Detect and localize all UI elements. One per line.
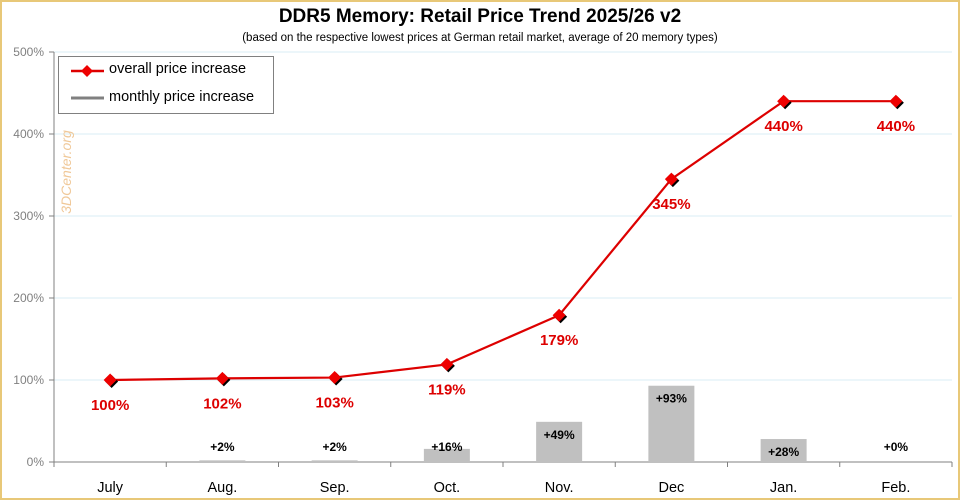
line-data-label: 103%	[315, 395, 353, 412]
chart-subtitle: (based on the respective lowest prices a…	[242, 32, 718, 44]
line-data-label: 345%	[652, 196, 690, 213]
line-data-label: 102%	[203, 395, 241, 412]
y-tick-label: 400%	[13, 127, 44, 141]
line-data-label: 100%	[91, 397, 129, 414]
bar-data-label: +28%	[768, 445, 799, 459]
legend-label-monthly: monthly price increase	[109, 89, 255, 105]
point-marker	[777, 94, 791, 108]
watermark: 3DCenter.org	[58, 130, 74, 214]
bar	[311, 460, 358, 462]
y-tick-label: 0%	[27, 455, 45, 469]
point-marker	[664, 172, 678, 186]
bar	[872, 461, 919, 462]
line-data-label: 440%	[877, 118, 915, 135]
x-tick-label: July	[97, 480, 124, 496]
legend-item-overall: overall price increase	[59, 58, 273, 82]
bar-data-label: +0%	[884, 440, 909, 454]
series-line-overall	[110, 100, 896, 382]
chart-title: DDR5 Memory: Retail Price Trend 2025/26 …	[278, 6, 682, 27]
point-marker	[552, 308, 566, 322]
point-marker	[440, 357, 454, 371]
y-tick-label: 300%	[13, 209, 44, 223]
bar-data-label: +2%	[322, 440, 347, 454]
x-tick-label: Sep.	[320, 480, 350, 496]
x-tick-label: Jan.	[770, 480, 797, 496]
line-data-label: 179%	[540, 332, 578, 349]
bar-data-label: +49%	[544, 428, 575, 442]
bar	[648, 385, 695, 462]
bar-data-label: +93%	[656, 392, 687, 406]
x-tick-label: Dec	[658, 480, 684, 496]
y-tick-label: 100%	[13, 373, 44, 387]
x-tick-label: Oct.	[434, 480, 461, 496]
legend-line-marker-icon	[71, 65, 104, 77]
line-data-label: 440%	[764, 118, 802, 135]
y-tick-label: 500%	[13, 45, 44, 59]
bar-data-label: +16%	[431, 440, 462, 454]
chart-legend: overall price increase monthly price inc…	[58, 56, 274, 114]
point-marker	[215, 371, 229, 385]
point-marker	[328, 371, 342, 385]
legend-bar-marker-icon	[71, 96, 104, 100]
bar	[423, 448, 470, 462]
point-marker	[889, 94, 903, 108]
bar	[199, 460, 246, 462]
bar-data-label: +2%	[210, 440, 235, 454]
legend-item-monthly: monthly price increase	[59, 86, 273, 110]
bar	[536, 421, 583, 462]
point-marker	[103, 373, 117, 387]
line-data-label: 119%	[428, 381, 466, 398]
x-tick-label: Nov.	[545, 480, 574, 496]
y-tick-label: 200%	[13, 291, 44, 305]
bar	[760, 439, 807, 462]
x-tick-label: Aug.	[207, 480, 237, 496]
legend-label-overall: overall price increase	[109, 61, 247, 77]
x-tick-label: Feb.	[881, 480, 910, 496]
